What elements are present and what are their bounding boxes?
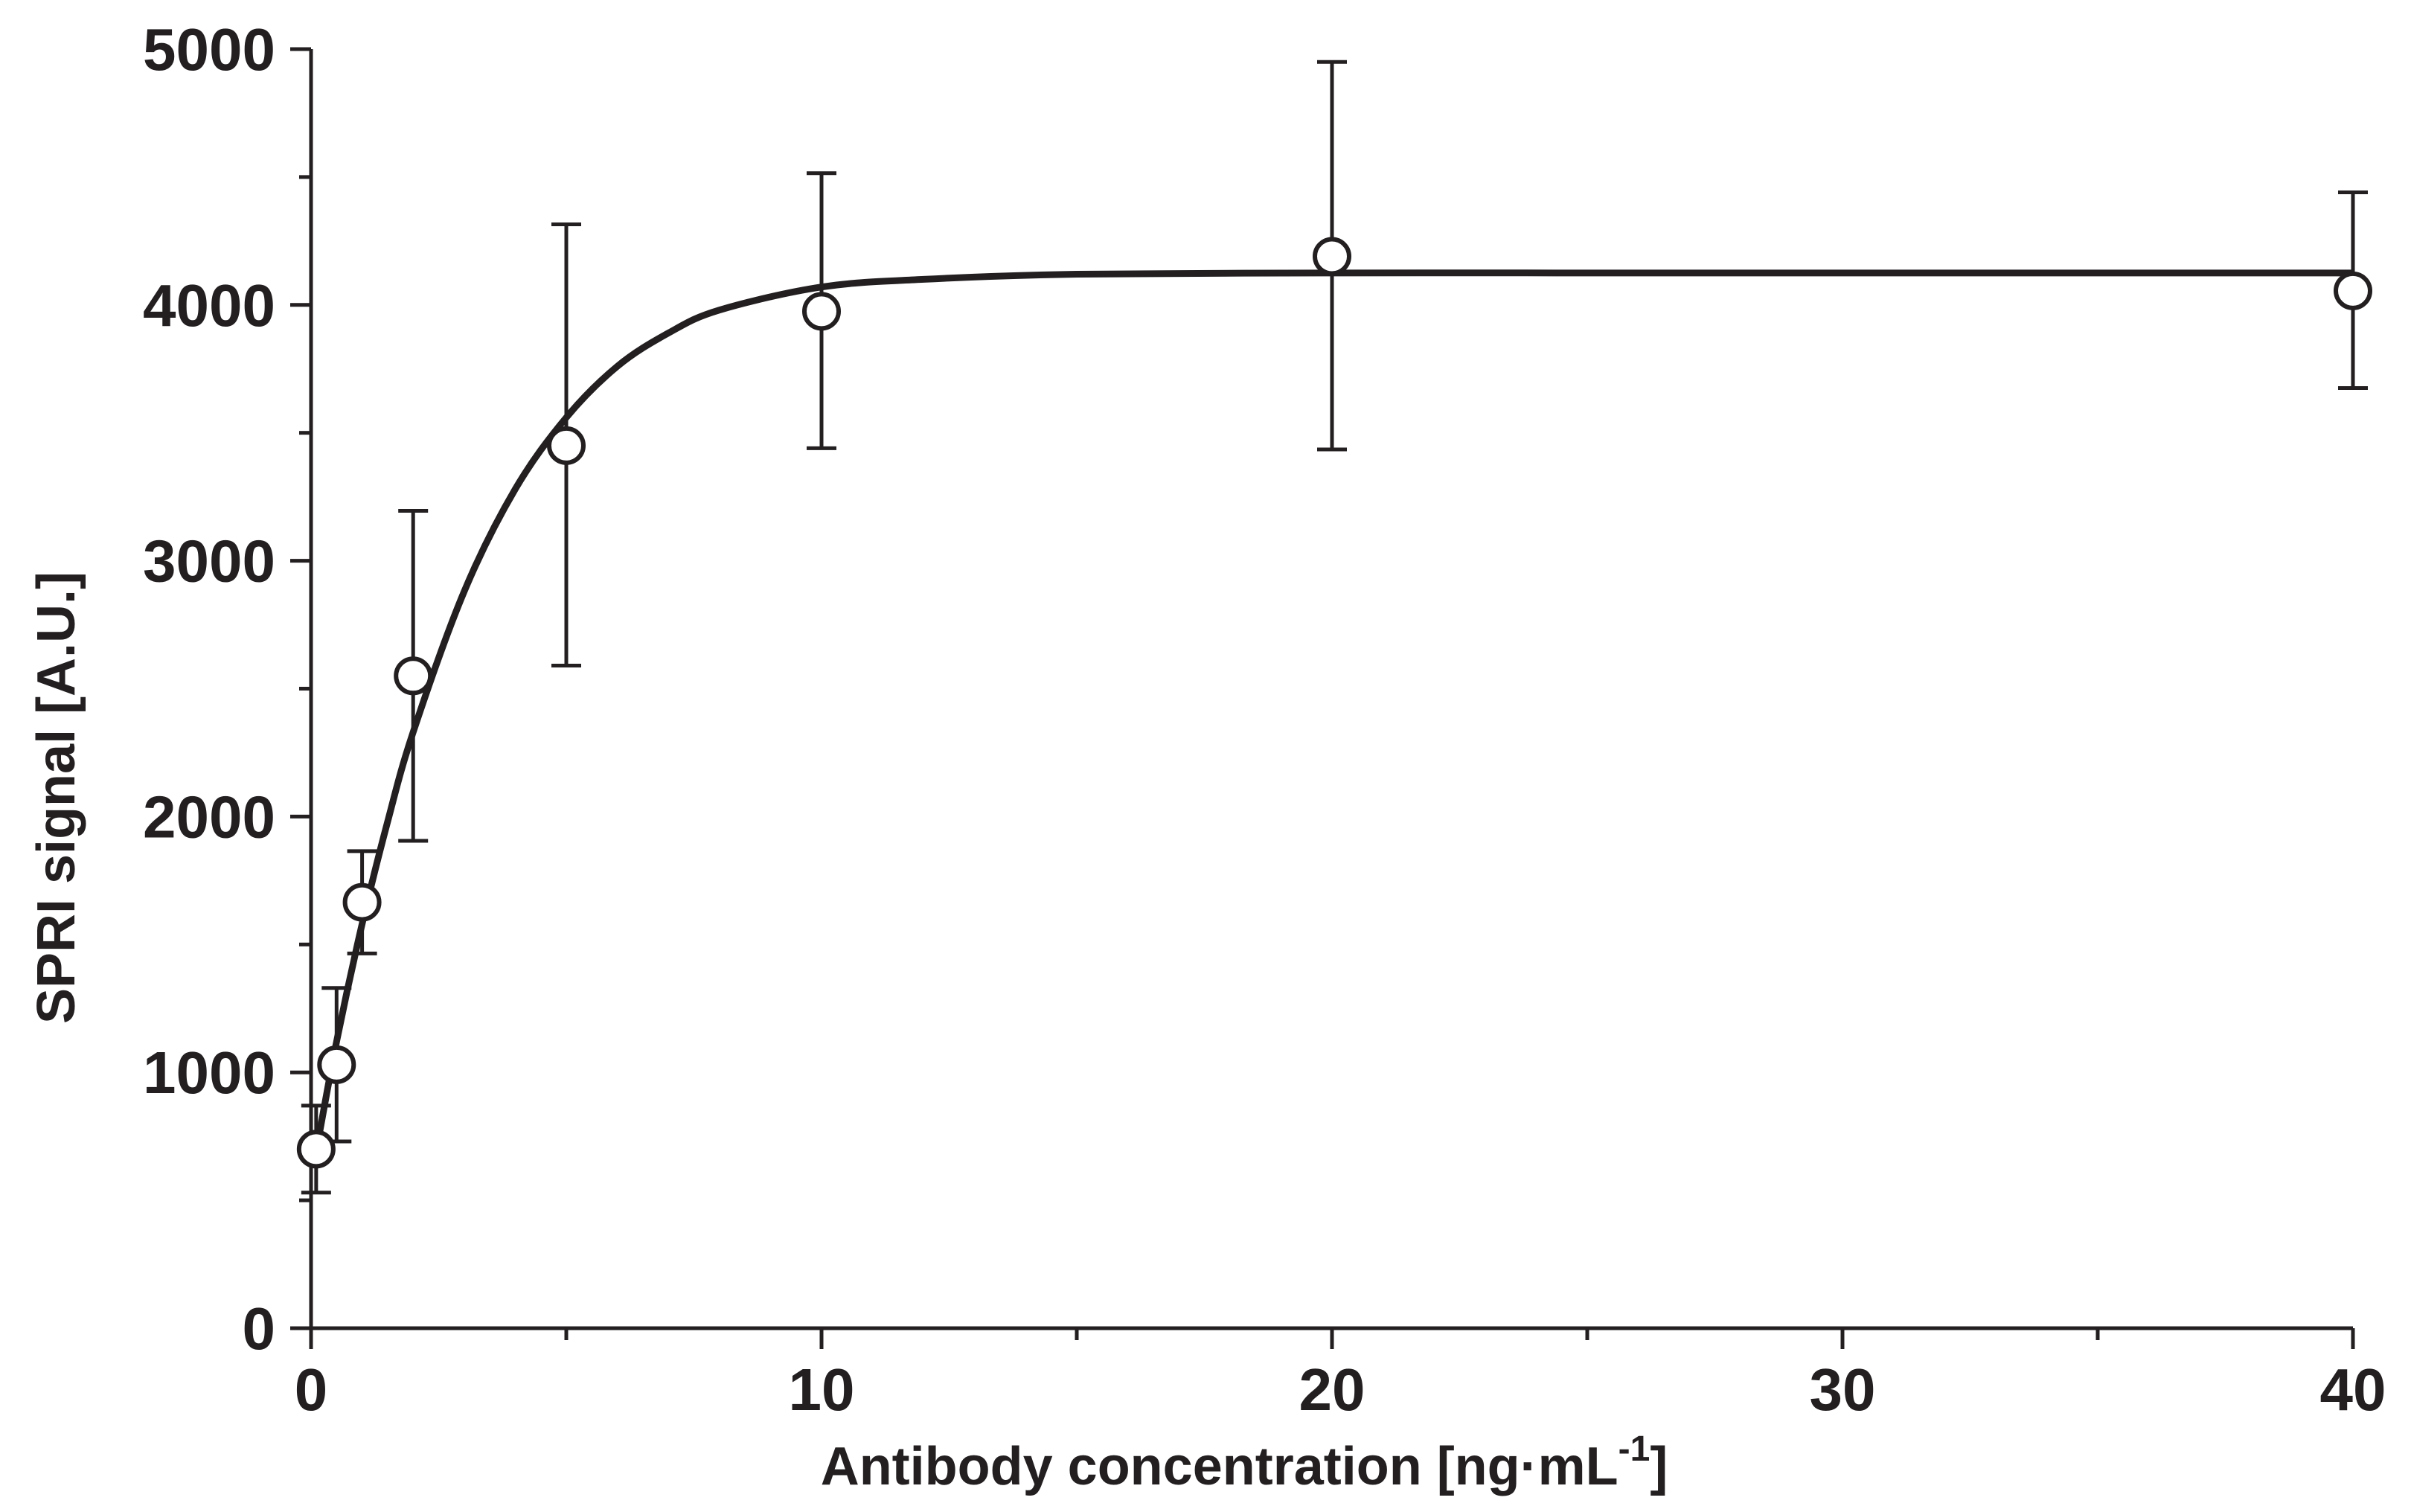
x-axis-title-suffix: ] [1650,1437,1668,1496]
data-point [1313,237,1351,276]
x-axis-title: Antibody concentration [ng·mL-1] [821,1429,1668,1496]
x-tick-label: 0 [295,1356,328,1423]
y-tick-label: 2000 [143,784,275,850]
data-point [802,292,841,331]
x-axis-title-text: Antibody concentration [ng·mL [821,1437,1618,1496]
x-tick-label: 20 [1299,1356,1365,1423]
x-tick-label: 30 [1810,1356,1876,1423]
y-tick-label: 1000 [143,1040,275,1106]
y-tick-label: 0 [243,1295,276,1362]
y-tick-label: 3000 [143,528,275,595]
x-axis: 0 10 20 30 40 [295,1326,2386,1423]
x-tick-label: 40 [2320,1356,2386,1423]
y-axis-title: SPRI signal [A.U.] [27,571,86,1024]
y-ticks: 0 1000 2000 3000 4000 5000 [143,16,311,1362]
y-axis: 0 1000 2000 3000 4000 5000 [143,16,313,1362]
data-point [296,1130,336,1169]
fit-curve [313,269,2353,1153]
x-tick-label: 10 [789,1356,855,1423]
x-ticks: 0 10 20 30 40 [295,1328,2386,1423]
error-bars [301,60,2368,1195]
data-point [2334,271,2372,310]
data-point [547,426,586,465]
y-tick-label: 4000 [143,272,275,339]
y-tick-label: 5000 [143,16,275,83]
data-point [317,1045,356,1084]
x-axis-title-superscript: -1 [1618,1429,1650,1469]
data-point [342,882,382,922]
data-point [394,656,433,696]
data-points [296,237,2372,1169]
